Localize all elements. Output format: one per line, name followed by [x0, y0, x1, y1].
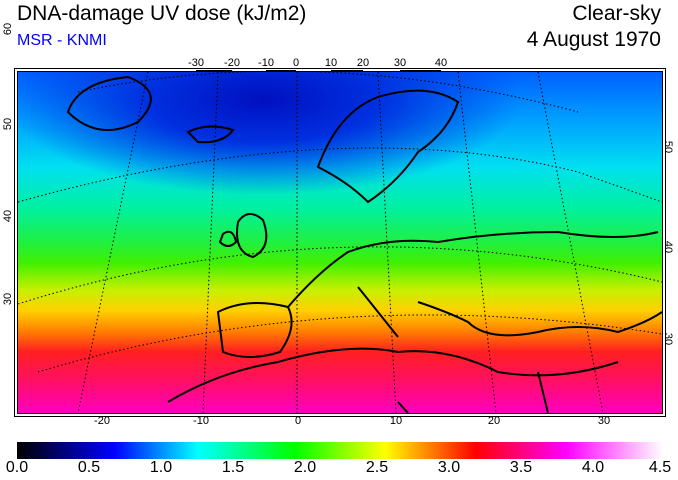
- top-lon-label: -30: [188, 57, 204, 69]
- top-lon-label: 20: [356, 57, 370, 69]
- colorbar-label: 2.0: [293, 459, 317, 476]
- right-lat-label: 40: [662, 240, 675, 254]
- colorbar-label: 1.5: [221, 459, 245, 476]
- bottom-lon-label: 10: [389, 415, 403, 427]
- left-lat-label: 50: [2, 117, 15, 131]
- left-lat-label: 40: [2, 209, 15, 223]
- color-scale-bar: [17, 442, 663, 459]
- right-lat-label: 30: [662, 332, 675, 346]
- map-overlay: [18, 72, 662, 413]
- colorbar-label: 2.5: [365, 459, 389, 476]
- top-lon-label: 0: [292, 57, 300, 69]
- colorbar-label: 3.5: [509, 459, 533, 476]
- top-lon-label: 10: [324, 57, 338, 69]
- colorbar-label: 1.0: [149, 459, 173, 476]
- source-label: MSR - KNMI: [17, 32, 107, 49]
- left-lat-label: 60: [2, 22, 15, 36]
- bottom-lon-label: 0: [294, 415, 302, 427]
- colorbar-label: 0.0: [5, 459, 29, 476]
- colorbar-label: 0.5: [77, 459, 101, 476]
- bottom-lon-label: 20: [487, 415, 501, 427]
- top-lon-label: 40: [434, 57, 448, 69]
- top-lon-label: -20: [224, 57, 240, 69]
- right-lat-label: 50: [662, 140, 675, 154]
- colorbar-label: 3.0: [437, 459, 461, 476]
- bottom-lon-label: -20: [94, 415, 110, 427]
- top-lon-label: -10: [258, 57, 274, 69]
- bottom-lon-label: -10: [193, 415, 209, 427]
- map-title: DNA-damage UV dose (kJ/m2): [17, 2, 307, 25]
- top-lon-label: 30: [393, 57, 407, 69]
- bottom-lon-label: 30: [597, 415, 611, 427]
- left-lat-label: 30: [2, 292, 15, 306]
- colorbar-label: 4.0: [581, 459, 605, 476]
- uv-dose-map: [14, 68, 666, 417]
- sky-condition: Clear-sky: [572, 2, 661, 25]
- map-date: 4 August 1970: [526, 28, 661, 51]
- coastlines: [66, 75, 662, 413]
- graticule: [18, 72, 662, 413]
- colorbar-label: 4.5: [648, 459, 672, 476]
